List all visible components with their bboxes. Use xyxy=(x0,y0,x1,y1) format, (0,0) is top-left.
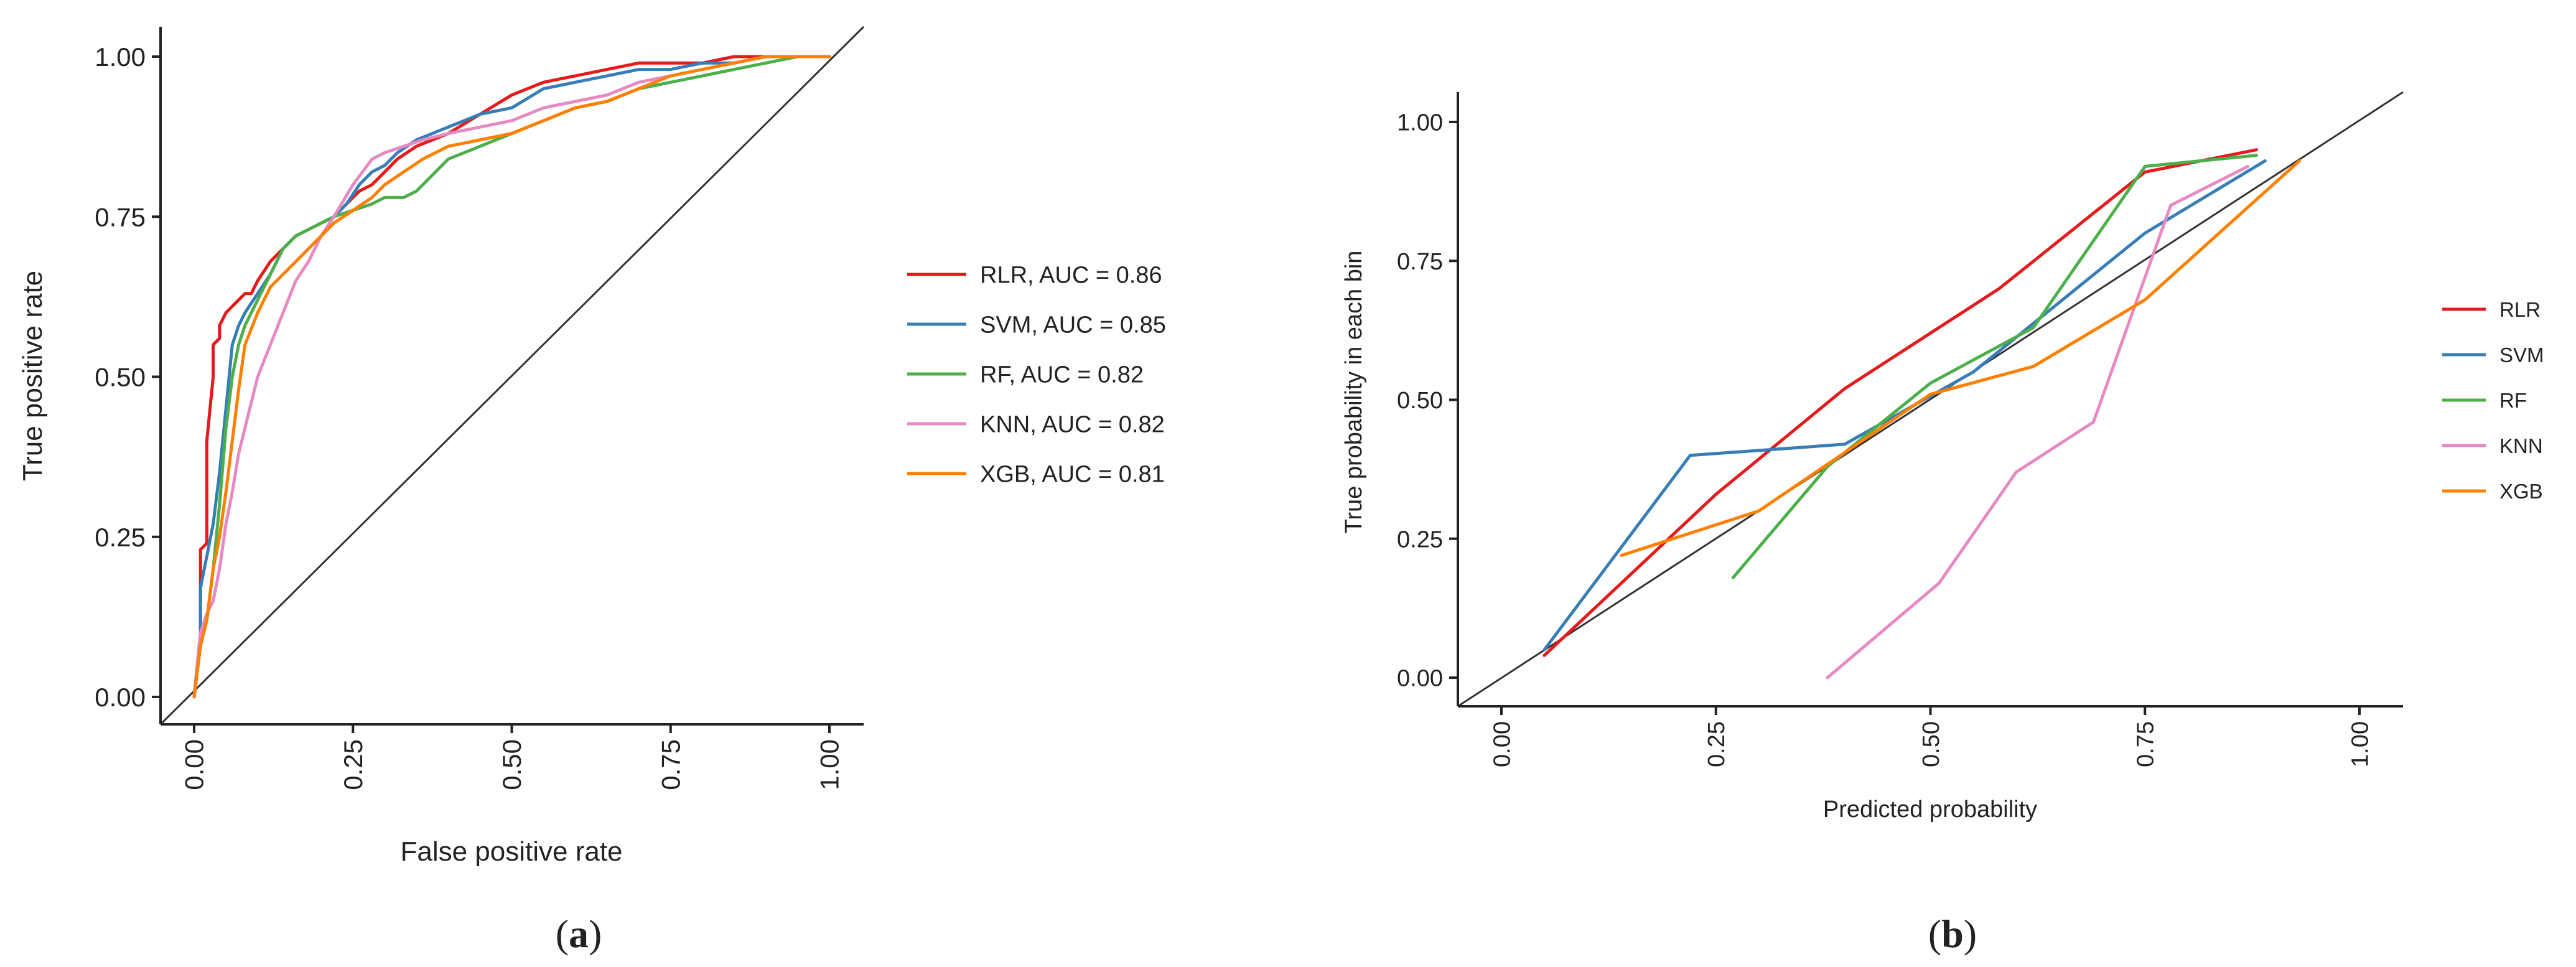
calibration-x-ticks: 0.00 0.25 0.50 0.75 1.00 xyxy=(1489,706,2373,767)
cal-y-tick-label: 0.00 xyxy=(1397,666,1443,692)
roc-legend-label: RF, AUC = 0.82 xyxy=(980,362,1144,388)
calibration-plot-area: 0.00 0.25 0.50 0.75 1.00 0.00 0.25 0.50 0.75 1.0… xyxy=(1397,91,2404,767)
panel-label-a: (a) xyxy=(556,912,602,956)
roc-legend-label: KNN, AUC = 0.82 xyxy=(980,412,1165,438)
cal-y-tick-label: 0.75 xyxy=(1397,249,1443,275)
roc-y-ticks: 0.00 0.25 0.50 0.75 1.00 xyxy=(95,42,161,712)
roc-legend-label: RLR, AUC = 0.86 xyxy=(980,263,1162,289)
cal-legend-label: XGB xyxy=(2499,480,2543,503)
cal-y-tick-label: 0.25 xyxy=(1397,526,1443,553)
calibration-y-axis-label: True probability in each bin xyxy=(1341,251,1367,534)
roc-y-tick-label: 0.75 xyxy=(95,202,146,231)
calibration-reference-diagonal xyxy=(1457,91,2404,708)
cal-series-line-rlr xyxy=(1542,148,2258,657)
roc-x-ticks: 0.00 0.25 0.50 0.75 1.00 xyxy=(180,724,844,790)
roc-panel: 0.00 0.25 0.50 0.75 1.00 0.00 0.25 0.50 0.75 1.0… xyxy=(17,26,1166,956)
calibration-panel: 0.00 0.25 0.50 0.75 1.00 0.00 0.25 0.50 0.75 1.0… xyxy=(1341,91,2544,956)
cal-legend-label: KNN xyxy=(2499,434,2543,457)
roc-x-tick-label: 0.25 xyxy=(338,739,368,790)
roc-series-line-knn xyxy=(192,55,831,699)
roc-y-tick-label: 0.00 xyxy=(95,683,146,712)
cal-x-tick-label: 0.75 xyxy=(2133,721,2159,767)
roc-plot-area: 0.00 0.25 0.50 0.75 1.00 0.00 0.25 0.50 0.75 1.0… xyxy=(95,26,865,790)
roc-reference-diagonal xyxy=(159,26,865,726)
cal-series-line-knn xyxy=(1826,164,2250,680)
cal-y-tick-label: 0.50 xyxy=(1397,388,1443,414)
roc-legend: RLR, AUC = 0.86 SVM, AUC = 0.85 RF, AUC = … xyxy=(907,263,1166,488)
roc-x-tick-label: 1.00 xyxy=(815,739,844,790)
cal-x-tick-label: 1.00 xyxy=(2347,721,2373,767)
calibration-legend: RLR SVM RF KNN XGB xyxy=(2442,298,2544,503)
roc-series-lines xyxy=(192,55,831,699)
roc-y-tick-label: 0.50 xyxy=(95,363,146,392)
cal-series-line-rf xyxy=(1731,154,2258,579)
roc-y-tick-label: 0.25 xyxy=(95,523,146,552)
panel-label-b: (b) xyxy=(1928,912,1977,956)
cal-legend-label: RLR xyxy=(2499,298,2541,321)
roc-series-line-rf xyxy=(192,55,831,699)
cal-y-tick-label: 1.00 xyxy=(1397,110,1443,136)
roc-x-tick-label: 0.00 xyxy=(180,739,209,790)
roc-y-tick-label: 1.00 xyxy=(95,42,146,72)
cal-legend-label: SVM xyxy=(2499,343,2544,367)
calibration-x-axis-label: Predicted probability xyxy=(1823,796,2037,823)
roc-x-axis-label: False positive rate xyxy=(400,836,622,867)
calibration-series-lines xyxy=(1542,148,2301,680)
roc-x-tick-label: 0.75 xyxy=(656,739,685,790)
cal-x-tick-label: 0.50 xyxy=(1918,721,1944,767)
cal-x-tick-label: 0.00 xyxy=(1489,721,1515,767)
cal-legend-label: RF xyxy=(2499,389,2527,412)
roc-series-line-xgb xyxy=(192,55,831,699)
roc-legend-label: XGB, AUC = 0.81 xyxy=(980,462,1165,488)
cal-series-line-xgb xyxy=(1620,159,2301,557)
cal-x-tick-label: 0.25 xyxy=(1704,721,1730,767)
roc-y-axis-label: True positive rate xyxy=(17,271,48,481)
roc-x-tick-label: 0.50 xyxy=(497,739,526,790)
calibration-y-ticks: 0.00 0.25 0.50 0.75 1.00 xyxy=(1397,110,1458,692)
roc-series-line-svm xyxy=(192,55,831,699)
roc-legend-label: SVM, AUC = 0.85 xyxy=(980,312,1166,339)
